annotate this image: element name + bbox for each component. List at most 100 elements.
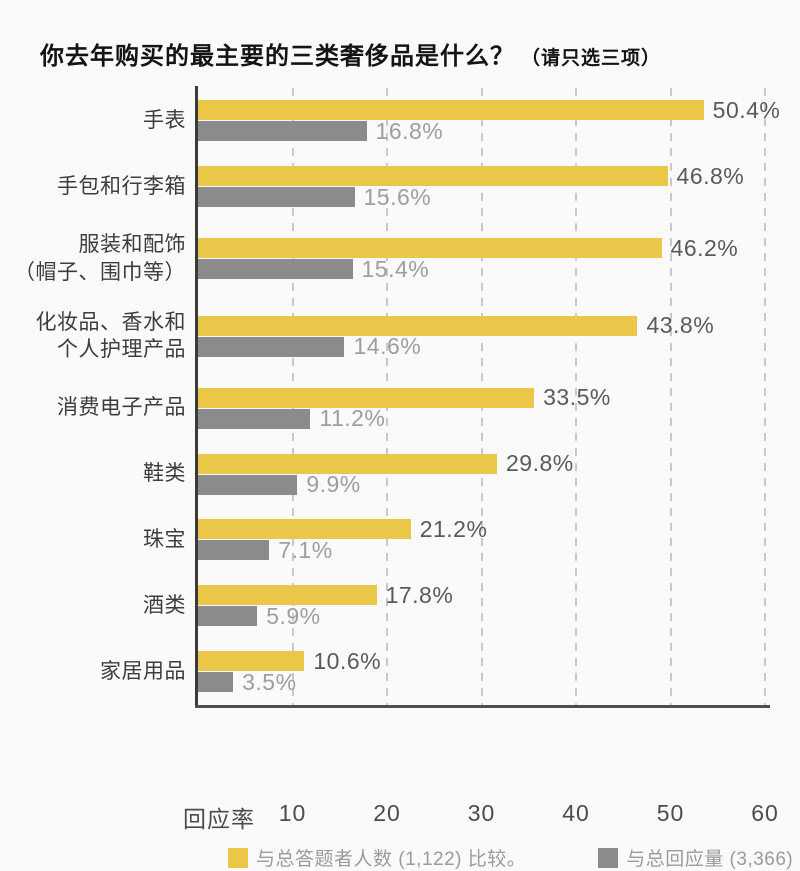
legend-swatch-yellow — [228, 847, 248, 868]
chart-title-main: 你去年购买的最主要的三类奢侈品是什么？ — [40, 43, 515, 70]
legend: 与总答题者人数 (1,122) 比较。 与总回应量 (3,366) 比较。 — [228, 844, 800, 871]
secondary-bar — [198, 408, 311, 429]
bar-group: 21.2% 7.1% — [0, 516, 800, 563]
bar-group: 29.8% 9.9% — [0, 450, 800, 497]
primary-bar — [198, 519, 411, 540]
secondary-bar — [198, 121, 367, 142]
category-label: 酒类 — [143, 594, 186, 618]
bar-row: 手表 50.4% 16.8% — [0, 97, 800, 144]
value-label: 14.6% — [353, 333, 422, 360]
bar-line: 14.6% — [198, 333, 800, 359]
category-label: 珠宝 — [143, 528, 186, 552]
bar-row: 化妆品、香水和 个人护理产品 43.8% 14.6% — [0, 309, 800, 364]
value-label: 46.2% — [670, 234, 739, 261]
bar-group: 46.8% 15.6% — [0, 163, 800, 210]
chart-title-note: （请只选三项） — [521, 48, 662, 69]
primary-bar — [198, 238, 662, 259]
legend-label-primary: 与总答题者人数 (1,122) 比较。 — [256, 849, 527, 870]
primary-bar — [198, 453, 497, 474]
bar-row: 消费电子产品 33.5% 11.2% — [0, 384, 800, 431]
bar-group: 17.8% 5.9% — [0, 582, 800, 629]
secondary-bar — [198, 474, 298, 495]
bar-line: 46.2% — [198, 235, 800, 261]
bar-row: 服装和配饰 （帽子、围巾等） 46.2% 15.4% — [0, 231, 800, 286]
category-label: 手包和行李箱 — [57, 175, 186, 199]
bar-row: 家居用品 10.6% 3.5% — [0, 648, 800, 695]
x-tick-20: 20 — [373, 800, 401, 826]
secondary-bar — [198, 187, 355, 208]
value-label: 7.1% — [278, 536, 333, 563]
bar-line: 11.2% — [198, 405, 800, 431]
category-label: 消费电子产品 — [57, 396, 186, 420]
bar-line: 50.4% — [198, 97, 800, 123]
bar-line: 7.1% — [198, 537, 800, 563]
bar-line: 3.5% — [198, 669, 800, 695]
value-label: 3.5% — [242, 668, 297, 695]
bar-line: 21.2% — [198, 516, 800, 542]
bar-line: 33.5% — [198, 384, 800, 410]
value-label: 21.2% — [419, 515, 488, 542]
x-tick-30: 30 — [467, 800, 496, 826]
bar-row: 手包和行李箱 46.8% 15.6% — [0, 163, 800, 210]
legend-label-secondary: 与总回应量 (3,366) 比较。 — [626, 849, 800, 870]
x-tick-60: 60 — [751, 800, 779, 826]
bar-line: 17.8% — [198, 582, 800, 608]
value-label: 15.6% — [363, 183, 432, 210]
value-label: 16.8% — [375, 117, 444, 144]
bar-line: 5.9% — [198, 603, 800, 629]
value-label: 46.8% — [676, 162, 745, 189]
y-axis-line — [195, 86, 198, 708]
value-label: 17.8% — [385, 581, 454, 608]
value-label: 29.8% — [505, 450, 574, 477]
gridline-60 — [764, 88, 766, 705]
value-label: 15.4% — [361, 255, 430, 282]
legend-item-primary: 与总答题者人数 (1,122) 比较。 — [228, 844, 526, 871]
legend-swatch-gray — [598, 847, 619, 868]
bar-line: 15.6% — [198, 184, 800, 210]
value-label: 5.9% — [266, 602, 321, 629]
gridline-50 — [669, 88, 672, 705]
primary-bar — [198, 585, 377, 606]
bar-chart: 手表 50.4% 16.8% 手包和行李箱 46.8% 15.6% 服装和配饰 （帽子、围巾等… — [0, 86, 800, 870]
value-label: 11.2% — [319, 405, 386, 432]
value-label: 10.6% — [313, 647, 382, 674]
bar-row: 酒类 17.8% 5.9% — [0, 582, 800, 629]
category-label: 家居用品 — [100, 660, 186, 684]
bar-group: 33.5% 11.2% — [0, 384, 800, 431]
bar-line: 15.4% — [198, 256, 800, 282]
chart-title: 你去年购买的最主要的三类奢侈品是什么？ （请只选三项） — [40, 36, 780, 71]
secondary-bar — [198, 540, 270, 561]
bar-line: 46.8% — [198, 163, 800, 189]
bar-rows: 手表 50.4% 16.8% 手包和行李箱 46.8% 15.6% 服装和配饰 （帽子、围巾等… — [0, 88, 800, 705]
primary-bar — [198, 651, 305, 672]
gridline-40 — [575, 88, 577, 705]
secondary-bar — [198, 606, 258, 627]
category-label: 手表 — [143, 109, 186, 133]
value-label: 50.4% — [712, 96, 781, 123]
value-label: 43.8% — [646, 312, 715, 339]
bar-row: 鞋类 29.8% 9.9% — [0, 450, 800, 497]
bar-line: 10.6% — [198, 648, 800, 674]
x-tick-50: 50 — [656, 800, 685, 826]
category-label: 鞋类 — [143, 462, 186, 486]
bar-line: 9.9% — [198, 471, 800, 497]
bar-group: 50.4% 16.8% — [0, 97, 800, 144]
secondary-bar — [198, 259, 353, 280]
secondary-bar — [198, 336, 345, 357]
bar-group: 10.6% 3.5% — [0, 648, 800, 695]
value-label: 33.5% — [543, 384, 611, 411]
legend-item-secondary: 与总回应量 (3,366) 比较。 — [598, 844, 800, 871]
category-label: 化妆品、香水和 个人护理产品 — [35, 310, 186, 362]
x-axis-ticks: 10 20 30 40 50 60 — [198, 800, 778, 830]
primary-bar — [198, 387, 535, 408]
value-label: 9.9% — [306, 471, 361, 498]
x-tick-10: 10 — [278, 800, 307, 826]
bar-group: 43.8% 14.6% — [0, 312, 800, 359]
x-axis-line — [195, 705, 770, 708]
x-tick-40: 40 — [562, 800, 590, 826]
bar-line: 16.8% — [198, 118, 800, 144]
primary-bar — [198, 315, 638, 336]
bar-row: 珠宝 21.2% 7.1% — [0, 516, 800, 563]
primary-bar — [198, 166, 668, 187]
category-label: 服装和配饰 （帽子、围巾等） — [14, 233, 186, 284]
